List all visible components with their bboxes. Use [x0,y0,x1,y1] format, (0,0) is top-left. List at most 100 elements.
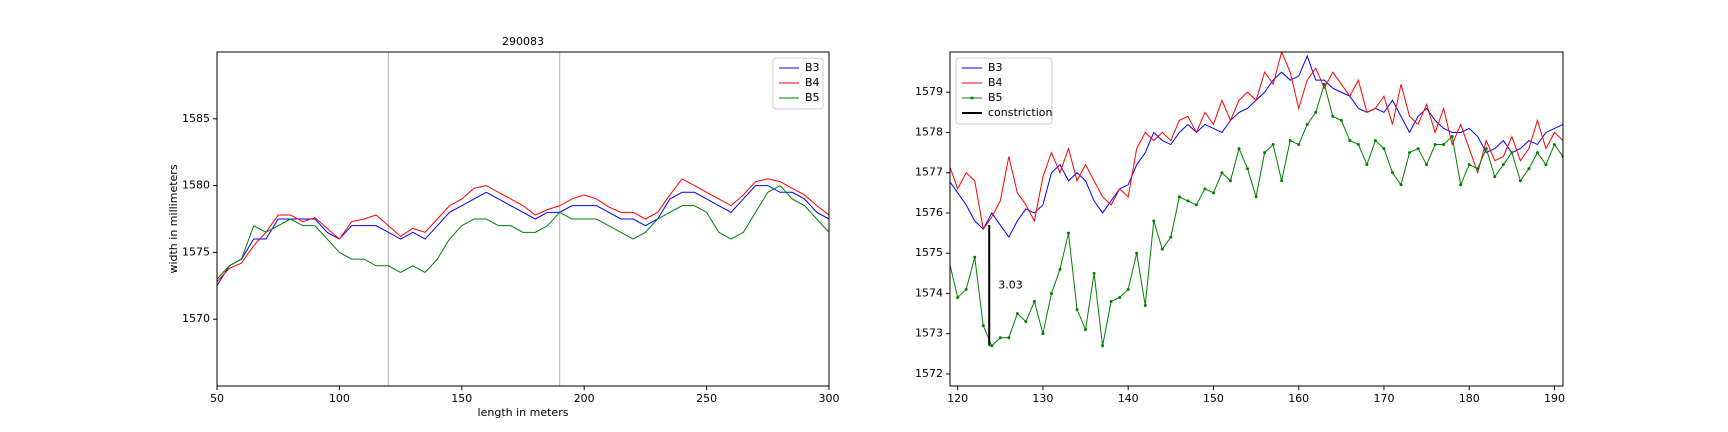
data-point [1425,163,1429,167]
data-point [1024,320,1028,324]
data-point [1032,299,1036,303]
legend-label: B5 [988,91,1003,104]
axes-frame [949,51,1564,387]
x-tick-label: 170 [1373,392,1394,405]
data-point [1501,163,1505,167]
data-point [1126,287,1130,291]
y-tick-label: 1573 [915,327,943,340]
legend-label: B3 [805,61,820,74]
data-point [1015,312,1019,316]
data-point [1237,147,1241,151]
data-point [1314,110,1318,114]
chart-title: 290083 [502,35,544,48]
data-point [1075,308,1079,312]
series-line [217,178,829,283]
series-line [950,52,1563,231]
y-tick-label: 1579 [915,85,943,98]
data-point [1356,143,1360,147]
data-point [1194,203,1198,207]
y-tick-label: 1578 [915,125,943,138]
y-tick-label: 1580 [182,179,210,192]
annotation: 3.03 [998,278,1023,291]
legend-marker [970,96,974,100]
data-point [1459,183,1463,187]
y-tick-label: 1577 [915,166,943,179]
data-point [1169,235,1173,239]
y-tick-label: 1585 [182,112,210,125]
data-point [1228,179,1232,183]
y-tick-label: 1574 [915,286,943,299]
data-point [1058,267,1062,271]
data-point [1263,151,1267,155]
data-point [1297,143,1301,147]
data-point [1373,139,1377,143]
y-tick-label: 1570 [182,312,210,325]
data-point [1067,231,1071,235]
data-point [1007,336,1011,340]
data-point [1399,183,1403,187]
data-point [1101,344,1105,348]
x-tick-label: 120 [947,392,968,405]
legend-label: B3 [988,61,1003,74]
data-point [1484,147,1488,151]
x-tick-label: 160 [1288,392,1309,405]
data-point [1467,163,1471,167]
y-tick-label: 1572 [915,367,943,380]
x-tick-label: 200 [574,392,595,405]
data-point [1220,171,1224,175]
data-point [1288,139,1292,143]
data-point [1177,195,1181,199]
data-point [964,287,968,291]
x-tick-label: 180 [1459,392,1480,405]
data-point [1433,143,1437,147]
data-point [1365,163,1369,167]
data-point [1476,167,1480,171]
legend: B3 B4 B5 [772,57,824,110]
y-tick-label: 1576 [915,206,943,219]
data-point [1271,143,1275,147]
data-point [1143,304,1147,308]
data-point [1246,167,1250,171]
legend-label: B4 [805,76,820,89]
data-point [1211,191,1215,195]
legend-box [955,57,1053,125]
x-tick-label: 250 [696,392,717,405]
data-point [1339,118,1343,122]
x-tick-label: 100 [329,392,350,405]
data-point [1254,195,1258,199]
data-point [1160,247,1164,251]
data-point [998,336,1002,340]
data-point [1049,291,1053,295]
data-point [981,324,985,328]
data-point [1442,143,1446,147]
x-tick-label: 140 [1118,392,1139,405]
data-point [1280,179,1284,183]
axes-frame [216,51,830,387]
data-point [1305,122,1309,126]
series-line [217,184,829,280]
plot-area [217,52,829,386]
data-point [1092,271,1096,275]
data-point [1493,175,1497,179]
series-line [217,185,829,287]
data-point [1518,179,1522,183]
data-point [956,295,960,299]
data-point [1348,139,1352,143]
data-point [1084,328,1088,332]
x-tick-label: 300 [819,392,840,405]
plot-area [950,52,1563,348]
y-tick-label: 1575 [915,246,943,259]
legend-label: constriction [988,106,1053,119]
x-tick-label: 50 [210,392,224,405]
data-point [1382,147,1386,151]
legend: B3 B4 B5 constriction [955,57,1053,125]
legend-label: B5 [805,91,820,104]
x-tick-label: 130 [1032,392,1053,405]
x-tick-label: 150 [451,392,472,405]
data-point [1118,295,1122,299]
data-point [1135,251,1139,255]
data-point [1527,167,1531,171]
data-point [1552,143,1556,147]
data-point [1416,147,1420,151]
